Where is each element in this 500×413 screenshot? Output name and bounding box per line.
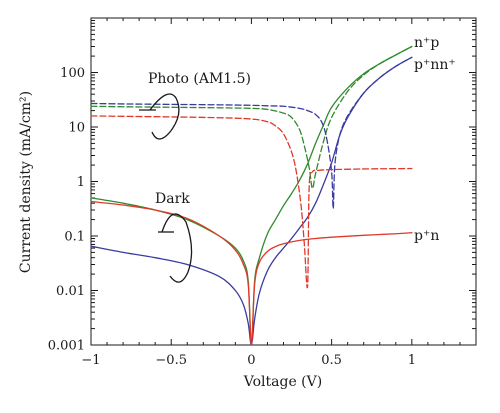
curve-label-pn: p⁺n [414, 228, 439, 244]
x-tick-label: 0 [247, 353, 255, 368]
curve-label-pnn: p⁺nn⁺ [414, 57, 456, 73]
dark-bracket [161, 213, 193, 283]
x-tick-label: −0.5 [155, 353, 187, 368]
y-tick-label: 0.01 [56, 284, 85, 299]
series-2-dark-curve [90, 200, 413, 346]
dark-annotation: Dark [155, 191, 190, 207]
y-tick-label: 1 [77, 175, 85, 190]
series-4-photo-curve [90, 56, 413, 210]
y-tick-label: 0.1 [64, 230, 85, 245]
series-3-photo-curve [90, 45, 413, 189]
axis-ticks: −1 −0.5 0 0.5 1 0.001 0.01 0.1 1 10 100 [48, 18, 476, 368]
photo-annotation: Photo (AM1.5) [148, 71, 251, 87]
x-tick-label: 1 [408, 353, 416, 368]
series-5-photo-curve [90, 115, 413, 289]
y-tick-label: 0.001 [48, 339, 85, 354]
x-tick-label: −1 [81, 353, 100, 368]
x-tick-label: 0.5 [321, 353, 342, 368]
data-curves [90, 45, 413, 346]
y-tick-label: 10 [68, 121, 85, 136]
x-axis-label: Voltage (V) [243, 374, 322, 390]
series-1-dark-curve [90, 56, 413, 346]
curve-label-np: n⁺p [414, 35, 439, 51]
y-tick-label: 100 [60, 66, 85, 81]
photo-bracket [149, 93, 180, 140]
y-axis-label: Current density (mA/cm²) [18, 91, 34, 273]
